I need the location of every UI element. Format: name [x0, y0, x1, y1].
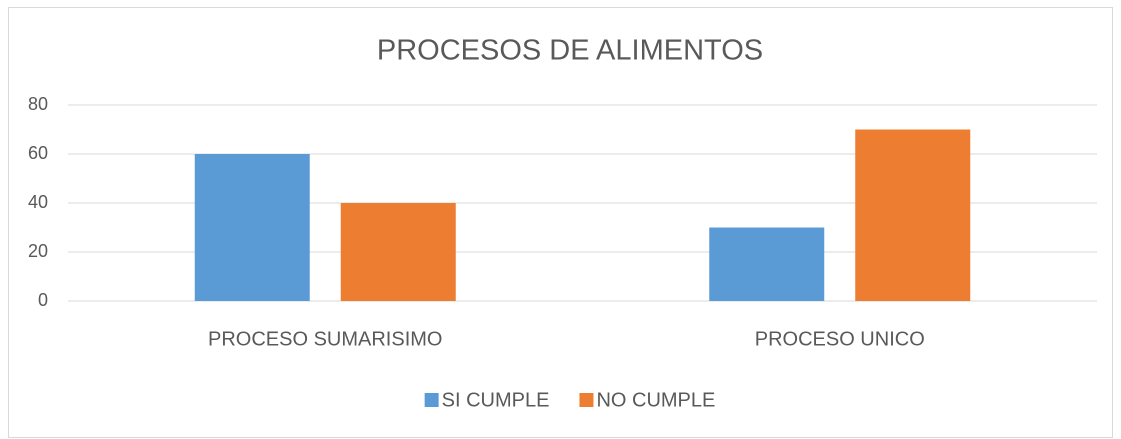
- y-tick-label: 20: [28, 241, 48, 261]
- legend-label: SI CUMPLE: [442, 389, 550, 411]
- legend-swatch: [424, 393, 439, 407]
- chart-title: PROCESOS DE ALIMENTOS: [377, 35, 763, 67]
- bar: [709, 227, 825, 301]
- x-tick-label: PROCESO UNICO: [755, 328, 925, 350]
- y-tick-label: 40: [28, 192, 48, 212]
- y-tick-label: 60: [28, 143, 48, 163]
- y-tick-label: 80: [28, 94, 48, 114]
- bar: [855, 129, 971, 301]
- legend-swatch: [579, 393, 594, 407]
- bar: [194, 154, 310, 301]
- x-tick-label: PROCESO SUMARISIMO: [208, 328, 442, 350]
- legend-label: NO CUMPLE: [596, 389, 715, 411]
- bar: [340, 203, 456, 301]
- y-tick-label: 0: [38, 290, 48, 310]
